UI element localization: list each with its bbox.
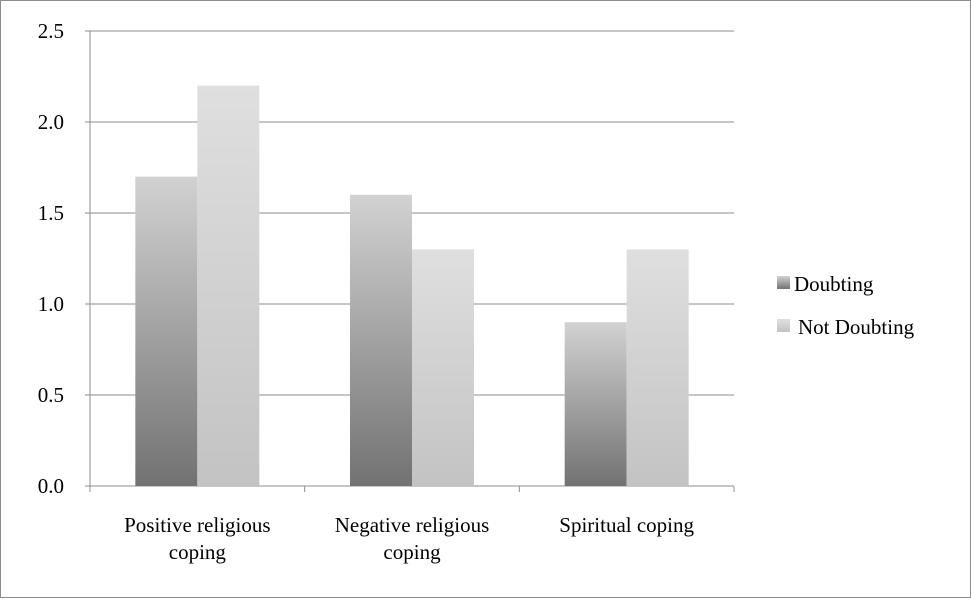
bar-not-doubting-3 <box>626 249 689 486</box>
legend-swatch <box>777 319 790 332</box>
y-tick-label: 2.5 <box>38 19 64 43</box>
x-tick-label: Negative religious coping <box>335 513 490 564</box>
x-tick-label: Positive religious coping <box>124 513 270 564</box>
y-tick-label: 2.0 <box>38 110 64 134</box>
legend: Doubting Not Doubting <box>777 272 915 339</box>
bar-not-doubting-1 <box>197 85 260 486</box>
y-tick-label: 0.5 <box>38 383 64 407</box>
bar-doubting-3 <box>564 322 627 486</box>
bar-not-doubting-2 <box>412 249 474 486</box>
tick-labels: 0.0 0.5 1.0 1.5 2.0 2.5 Positive religious copi… <box>38 19 695 564</box>
y-tick-label: 1.5 <box>38 201 64 225</box>
legend-label: Not Doubting <box>798 315 915 339</box>
bars <box>135 85 689 487</box>
y-tick-label: 1.0 <box>38 292 64 316</box>
legend-label: Doubting <box>794 272 874 296</box>
y-tick-label: 0.0 <box>38 474 64 498</box>
legend-swatch <box>777 276 790 289</box>
x-tick-label: Spiritual coping <box>559 513 694 537</box>
bar-doubting-2 <box>350 194 412 487</box>
bar-doubting-1 <box>135 176 198 486</box>
